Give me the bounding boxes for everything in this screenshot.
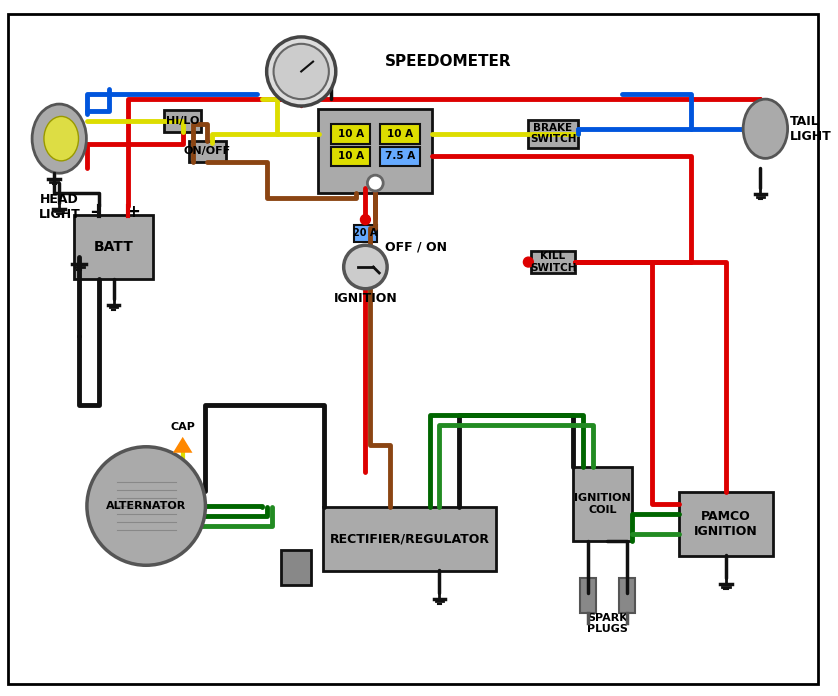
FancyBboxPatch shape — [164, 110, 201, 132]
FancyBboxPatch shape — [380, 147, 420, 166]
Text: +: + — [127, 203, 140, 221]
Text: BRAKE
SWITCH: BRAKE SWITCH — [530, 123, 577, 145]
Text: HI/LO: HI/LO — [166, 116, 199, 126]
Text: SPEEDOMETER: SPEEDOMETER — [385, 54, 512, 69]
FancyBboxPatch shape — [529, 120, 577, 148]
Text: ON/OFF: ON/OFF — [184, 146, 231, 157]
FancyBboxPatch shape — [573, 467, 632, 541]
FancyBboxPatch shape — [74, 215, 153, 279]
FancyBboxPatch shape — [331, 124, 370, 143]
FancyBboxPatch shape — [354, 225, 377, 242]
Text: HEAD
LIGHT: HEAD LIGHT — [39, 193, 80, 221]
Ellipse shape — [44, 116, 79, 161]
Text: ALTERNATOR: ALTERNATOR — [106, 501, 186, 511]
Text: CAP: CAP — [170, 422, 195, 432]
Text: 10 A: 10 A — [338, 152, 364, 161]
Circle shape — [360, 214, 370, 225]
Text: SPARK
PLUGS: SPARK PLUGS — [587, 612, 628, 634]
Text: BATT: BATT — [94, 240, 133, 254]
Text: RECTIFIER/REGULATOR: RECTIFIER/REGULATOR — [330, 532, 490, 545]
Circle shape — [273, 44, 328, 99]
FancyBboxPatch shape — [380, 124, 420, 143]
Text: 20 A: 20 A — [354, 228, 378, 239]
FancyBboxPatch shape — [580, 578, 596, 612]
Text: -: - — [91, 203, 97, 221]
Text: PAMCO
IGNITION: PAMCO IGNITION — [694, 509, 758, 538]
FancyBboxPatch shape — [189, 141, 226, 162]
FancyBboxPatch shape — [530, 251, 575, 273]
FancyBboxPatch shape — [323, 507, 496, 571]
Text: 7.5 A: 7.5 A — [385, 152, 415, 161]
Text: OFF / ON: OFF / ON — [385, 241, 447, 254]
FancyBboxPatch shape — [318, 109, 432, 193]
Text: 10 A: 10 A — [338, 129, 364, 139]
Circle shape — [266, 37, 336, 106]
Ellipse shape — [32, 104, 86, 173]
Text: TAIL
LIGHT: TAIL LIGHT — [790, 115, 832, 143]
Polygon shape — [175, 439, 190, 452]
Text: 10 A: 10 A — [387, 129, 413, 139]
Text: IGNITION
COIL: IGNITION COIL — [574, 493, 631, 515]
FancyBboxPatch shape — [331, 147, 370, 166]
Text: KILL
SWITCH: KILL SWITCH — [530, 251, 577, 273]
Circle shape — [87, 447, 205, 565]
Circle shape — [367, 175, 383, 191]
Ellipse shape — [743, 99, 788, 159]
FancyBboxPatch shape — [8, 14, 818, 683]
FancyBboxPatch shape — [679, 491, 773, 556]
Text: IGNITION: IGNITION — [334, 292, 397, 305]
Circle shape — [524, 257, 533, 267]
FancyBboxPatch shape — [282, 551, 311, 585]
Circle shape — [344, 245, 387, 289]
FancyBboxPatch shape — [619, 578, 635, 612]
